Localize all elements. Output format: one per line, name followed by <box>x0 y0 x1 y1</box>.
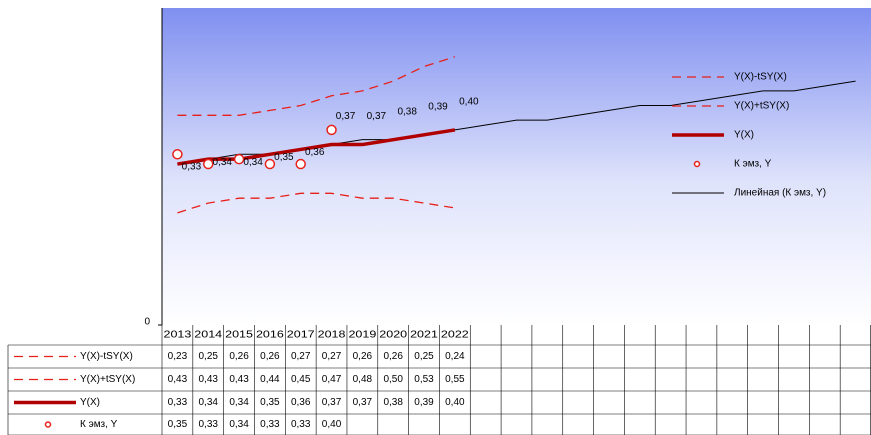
table-cell: 0,47 <box>322 374 342 385</box>
series-line <box>177 128 456 166</box>
table-cell: 0,33 <box>291 419 311 430</box>
legend-label: К эмз, Y <box>734 159 772 170</box>
x-tick-label: 2014 <box>194 330 222 341</box>
legend-label: Y(X)-tSY(X) <box>734 72 787 83</box>
table-cell: 0,45 <box>291 374 311 385</box>
table-cell: 0,40 <box>322 419 342 430</box>
table-cell: 0,26 <box>260 351 280 362</box>
table-cell: 0,34 <box>229 419 249 430</box>
marker <box>172 149 183 160</box>
table-cell: 0,23 <box>168 351 188 362</box>
marker <box>326 124 337 136</box>
series-line <box>177 192 455 214</box>
data-label: 0,33 <box>182 162 202 173</box>
marker <box>264 158 276 170</box>
legend-label: Линейная (К эмз, Y) <box>734 188 826 199</box>
table-cell: 0,35 <box>168 419 188 430</box>
table-cell: 0,25 <box>414 351 434 362</box>
x-tick-label: 2021 <box>410 330 438 341</box>
marker <box>233 153 245 165</box>
table-cell: 0,27 <box>291 351 311 362</box>
table-cell: 0,27 <box>322 351 342 362</box>
marker <box>295 158 306 170</box>
table-cell: 0,39 <box>414 397 434 408</box>
table-cell: 0,48 <box>353 374 373 385</box>
table-cell: 0,34 <box>229 397 249 408</box>
table-cell: 0,36 <box>291 397 311 408</box>
table-cell: 0,26 <box>383 351 403 362</box>
table-cell: 0,43 <box>199 374 219 385</box>
x-tick-label: 2022 <box>441 330 469 341</box>
x-tick-label: 2020 <box>379 330 407 341</box>
x-tick-label: 2016 <box>256 330 284 341</box>
table-cell: 0,40 <box>445 397 465 408</box>
table-cell: 0,35 <box>260 397 280 408</box>
x-tick-label: 2013 <box>164 330 192 341</box>
legend-marker <box>44 421 52 428</box>
table-cell: 0,25 <box>199 351 219 362</box>
y-tick-label: 0 <box>144 317 150 328</box>
series-line <box>177 56 456 116</box>
table-row-label: Y(X) <box>80 397 100 408</box>
x-tick-label: 2015 <box>225 330 253 341</box>
data-label: 0,37 <box>367 111 387 122</box>
data-label: 0,34 <box>213 157 233 168</box>
table-cell: 0,33 <box>168 397 188 408</box>
table-cell: 0,33 <box>260 419 280 430</box>
table-cell: 0,33 <box>199 419 219 430</box>
table-cell: 0,44 <box>260 374 280 385</box>
legend-marker <box>693 160 701 168</box>
x-tick-label: 2018 <box>318 330 346 341</box>
data-label: 0,34 <box>243 157 263 168</box>
table-cell: 0,38 <box>383 397 403 408</box>
table-cell: 0,53 <box>414 374 434 385</box>
legend-label: Y(X) <box>734 130 754 141</box>
table-cell: 0,24 <box>445 351 465 362</box>
data-label: 0,39 <box>428 101 448 112</box>
data-label: 0,36 <box>305 147 325 158</box>
table-cell: 0,55 <box>445 374 465 385</box>
table-cell: 0,50 <box>383 374 403 385</box>
plot-area <box>162 8 871 325</box>
table-cell: 0,34 <box>199 397 219 408</box>
table-cell: 0,26 <box>353 351 373 362</box>
table-cell: 0,43 <box>168 374 188 385</box>
table-cell: 0,37 <box>353 397 373 408</box>
x-tick-label: 2019 <box>348 330 376 341</box>
data-label: 0,35 <box>274 152 294 163</box>
marker <box>202 158 214 170</box>
data-label: 0,37 <box>336 111 356 122</box>
legend-label: Y(X)+tSY(X) <box>734 101 789 112</box>
table-row-label: Y(X)-tSY(X) <box>80 351 133 362</box>
table-row-label: Y(X)+tSY(X) <box>80 374 135 385</box>
table-cell: 0,37 <box>322 397 342 408</box>
table-cell: 0,43 <box>229 374 249 385</box>
table-row-label: К эмз, Y <box>80 419 118 430</box>
table-cell: 0,26 <box>229 351 249 362</box>
data-label: 0,40 <box>459 97 479 108</box>
x-tick-label: 2017 <box>287 330 315 341</box>
data-label: 0,38 <box>397 106 417 117</box>
